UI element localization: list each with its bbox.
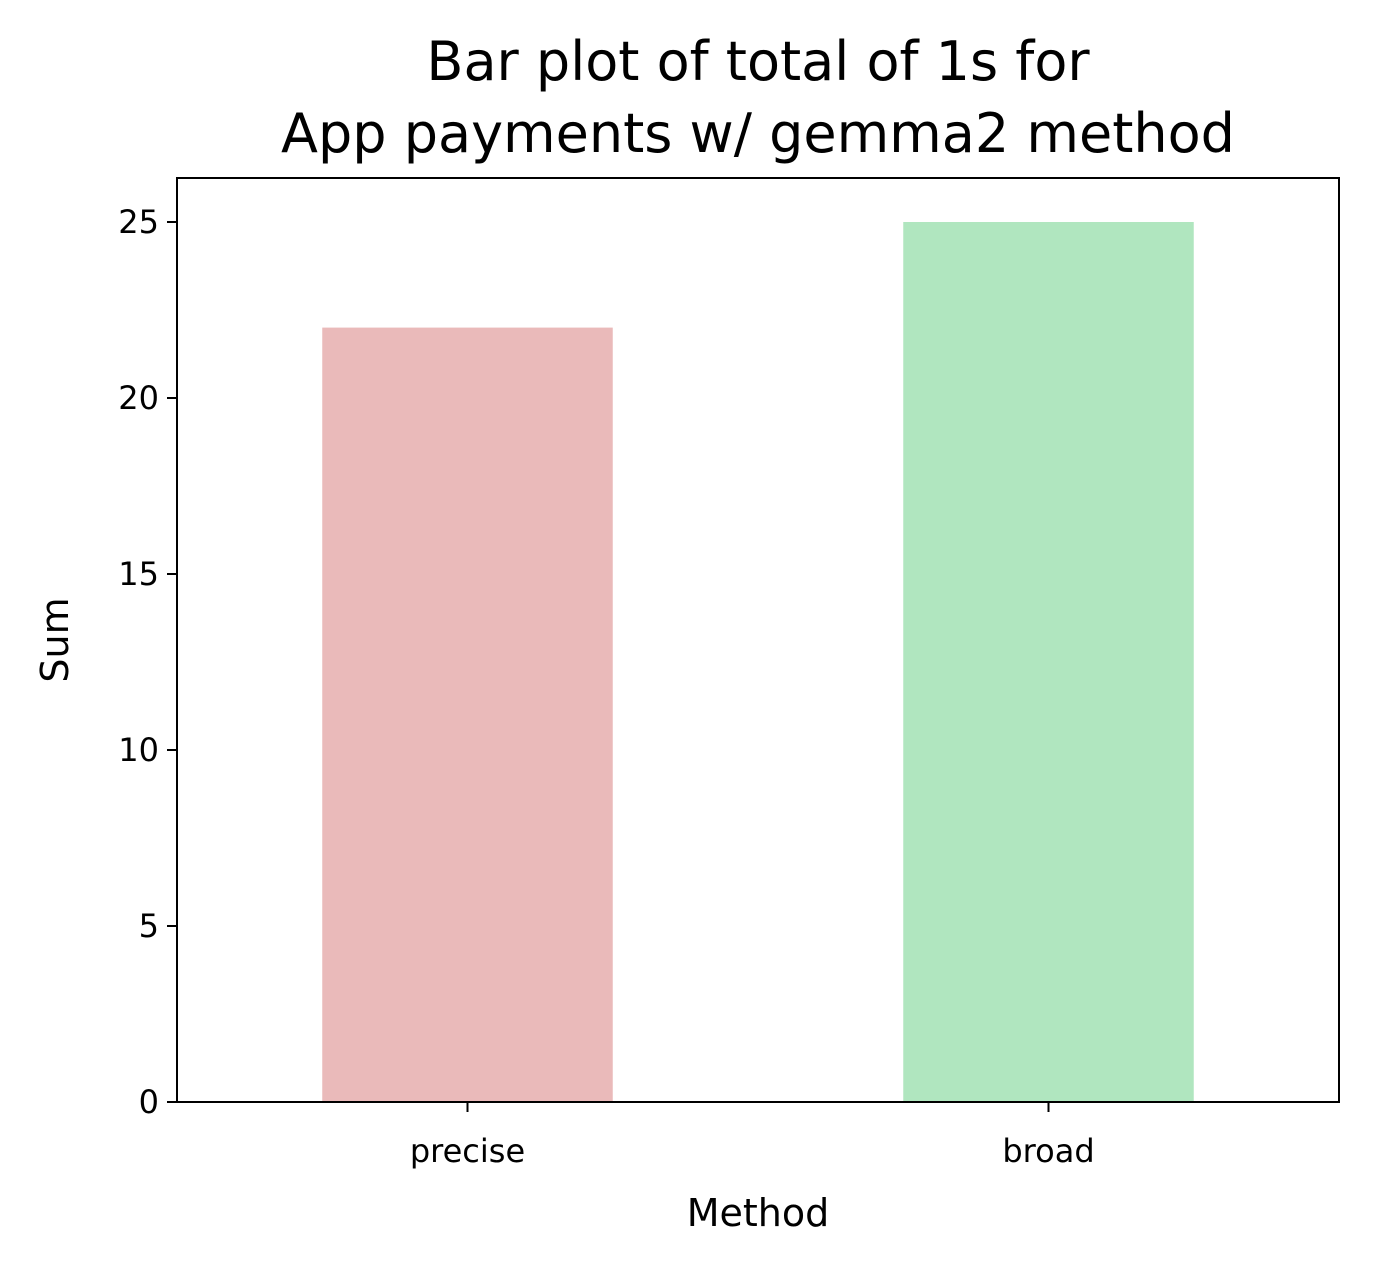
bars-group	[322, 222, 1194, 1103]
y-tick-label: 5	[139, 907, 159, 945]
bar-precise	[322, 327, 613, 1103]
y-tick-label: 20	[118, 379, 159, 417]
x-tick-label-broad: broad	[1002, 1132, 1094, 1170]
x-axis-label: Method	[687, 1191, 830, 1235]
bar-broad	[903, 222, 1194, 1102]
y-tick-label: 15	[118, 555, 159, 593]
chart-title-line-2: App payments w/ gemma2 method	[281, 102, 1235, 165]
y-tick-label: 0	[139, 1083, 159, 1121]
y-tick-label: 10	[118, 731, 159, 769]
y-axis-label: Sum	[33, 597, 77, 682]
y-axis: 0 5 10 15 20 25	[118, 203, 177, 1121]
plot-frame	[176, 177, 1340, 1103]
x-tick-label-precise: precise	[410, 1132, 525, 1170]
y-tick-label: 25	[118, 203, 159, 241]
chart-title-line-1: Bar plot of total of 1s for	[426, 30, 1090, 93]
x-axis: precise broad	[410, 1102, 1095, 1170]
